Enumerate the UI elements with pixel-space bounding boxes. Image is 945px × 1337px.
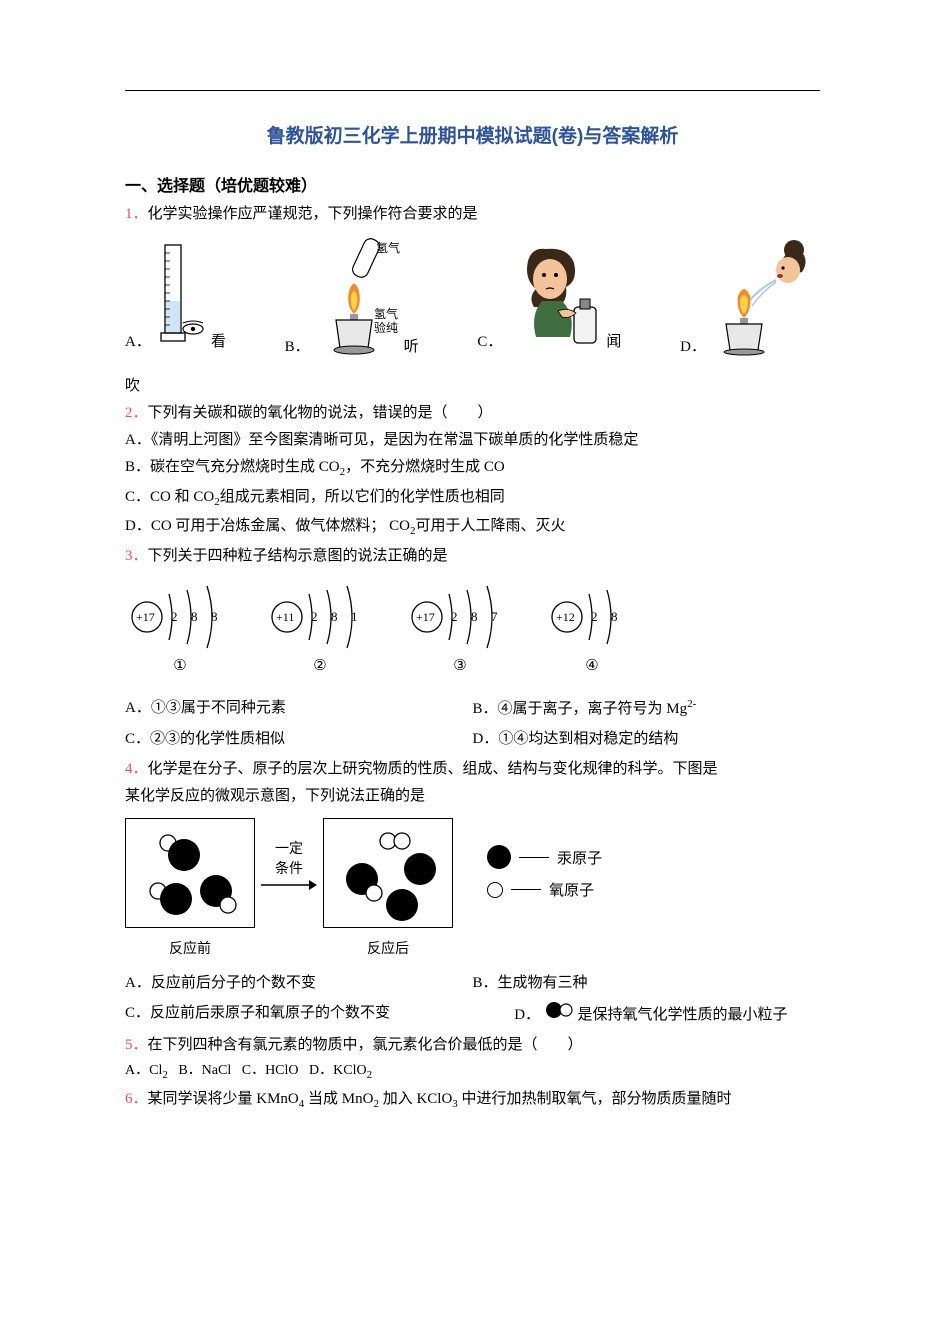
svg-text:2: 2 <box>451 609 458 624</box>
atom-4-icon: +12 28 <box>545 582 639 652</box>
q4-opt-d: D． 是保持氧气化学性质的最小粒子 <box>514 1001 820 1027</box>
q1-opt-a-suffix: 看 <box>211 330 226 351</box>
svg-text:1: 1 <box>351 609 358 624</box>
atom-labels: ① ② ③ ④ <box>125 656 820 675</box>
q1-opt-b-suffix: 听 <box>404 335 419 356</box>
q3-opt-b: B．④属于离子，离子符号为 Mg2- <box>473 696 821 721</box>
reaction-after-box <box>323 818 453 928</box>
q1-opt-c-label: C． <box>477 330 502 351</box>
svg-text:氢气: 氢气 <box>374 306 398 321</box>
reaction-arrow: 一定 条件 <box>259 838 319 897</box>
blow-icon <box>710 236 820 356</box>
question-3: 3．下列关于四种粒子结构示意图的说法正确的是 <box>125 544 820 568</box>
q1-opt-a: A． 看 <box>125 241 226 351</box>
svg-text:7: 7 <box>491 609 498 624</box>
svg-text:2: 2 <box>591 609 598 624</box>
q1-options: A． 看 B． 氢气 氢 <box>125 236 820 356</box>
svg-text:8: 8 <box>611 609 618 624</box>
q1-opt-b-label: B． <box>285 335 310 356</box>
q2-text: 下列有关碳和碳的氧化物的说法，错误的是（ ） <box>148 405 493 421</box>
svg-text:2: 2 <box>311 609 318 624</box>
svg-text:8: 8 <box>191 609 198 624</box>
q1-opt-d: D． <box>680 236 820 356</box>
q5-options: A．Cl2 B．NaCl C．HClO D．KClO2 <box>125 1060 820 1084</box>
question-4-line2: 某化学反应的微观示意图，下列说法正确的是 <box>125 784 820 808</box>
cylinder-icon <box>155 241 207 351</box>
q2-number: 2． <box>125 405 148 421</box>
q4-opt-b: B．生成物有三种 <box>473 971 821 995</box>
reaction-before-box <box>125 818 255 928</box>
q2-opt-d: D．CO 可用于冶炼金属、做气体燃料； CO2可用于人工降雨、灭火 <box>125 514 820 541</box>
q3-opt-a: A．①③属于不同种元素 <box>125 696 473 721</box>
atom-1-icon: +17 288 <box>125 582 235 652</box>
page-title: 鲁教版初三化学上册期中模拟试题(卷)与答案解析 <box>125 121 820 148</box>
question-5: 5．在下列四种含有氯元素的物质中，氯元素化合价最低的是（ ） <box>125 1033 820 1057</box>
question-4-line1: 4．化学是在分子、原子的层次上研究物质的性质、组成、结构与变化规律的科学。下图是 <box>125 757 820 781</box>
q5-text: 在下列四种含有氯元素的物质中，氯元素化合价最低的是（ ） <box>148 1037 583 1053</box>
atom-diagrams: +17 288 +11 281 +17 287 +12 28 <box>125 582 820 652</box>
q4-opt-c: C．反应前后汞原子和氧原子的个数不变 <box>125 1001 514 1027</box>
svg-text:8: 8 <box>211 609 218 624</box>
q4-text1: 化学是在分子、原子的层次上研究物质的性质、组成、结构与变化规律的科学。下图是 <box>148 761 718 777</box>
svg-text:2: 2 <box>171 609 178 624</box>
svg-text:验纯: 验纯 <box>374 320 398 335</box>
question-2: 2．下列有关碳和碳的氧化物的说法，错误的是（ ） <box>125 401 820 425</box>
q1-suffix-after: 吹 <box>125 374 820 398</box>
svg-text:+11: +11 <box>276 610 294 624</box>
q2-opt-a: A．《清明上河图》至今图案清晰可见，是因为在常温下碳单质的化学性质稳定 <box>125 428 820 452</box>
reaction-diagram: 一定 条件 汞原子 氧原子 <box>125 818 820 928</box>
q6-number: 6． <box>125 1091 148 1107</box>
atom-2-icon: +11 281 <box>265 582 375 652</box>
q1-opt-c-suffix: 闻 <box>606 330 621 351</box>
question-1: 1．化学实验操作应严谨规范，下列操作符合要求的是 <box>125 202 820 226</box>
q4-options: A．反应前后分子的个数不变 B．生成物有三种 C．反应前后汞原子和氧原子的个数不… <box>125 968 820 1030</box>
q3-text: 下列关于四种粒子结构示意图的说法正确的是 <box>148 548 448 564</box>
q3-options: A．①③属于不同种元素 B．④属于离子，离子符号为 Mg2- C．②③的化学性质… <box>125 693 820 754</box>
svg-text:8: 8 <box>331 609 338 624</box>
q1-opt-b: B． 氢气 氢气 验纯 听 <box>285 236 419 356</box>
q1-opt-c: C． 闻 <box>477 241 621 351</box>
q2-opt-c: C．CO 和 CO2组成元素相同，所以它们的化学性质也相同 <box>125 485 820 512</box>
svg-text:+17: +17 <box>136 610 155 624</box>
q1-number: 1． <box>125 206 148 222</box>
svg-text:8: 8 <box>471 609 478 624</box>
q1-text: 化学实验操作应严谨规范，下列操作符合要求的是 <box>148 206 478 222</box>
q2-opt-b: B．碳在空气充分燃烧时生成 CO2，不充分燃烧时生成 CO <box>125 455 820 482</box>
q4-number: 4． <box>125 761 148 777</box>
q3-opt-c: C．②③的化学性质相似 <box>125 727 473 751</box>
q3-number: 3． <box>125 548 148 564</box>
oxygen-atom-icon <box>487 882 503 898</box>
q5-number: 5． <box>125 1037 148 1053</box>
svg-text:+12: +12 <box>556 610 575 624</box>
question-6: 6．某同学误将少量 KMnO4 当成 MnO2 加入 KClO3 中进行加热制取… <box>125 1087 820 1114</box>
smell-icon <box>506 241 602 351</box>
q1-opt-a-label: A． <box>125 330 151 351</box>
reaction-labels: 反应前 反应后 <box>125 938 820 958</box>
lamp-tube-icon: 氢气 氢气 验纯 <box>314 236 400 356</box>
reaction-legend: 汞原子 氧原子 <box>487 845 602 900</box>
q4-opt-a: A．反应前后分子的个数不变 <box>125 971 473 995</box>
svg-text:氢气: 氢气 <box>376 240 400 255</box>
section-header: 一、选择题（培优题较难） <box>125 172 820 196</box>
molecule-icon <box>544 1001 574 1019</box>
svg-text:+17: +17 <box>416 610 435 624</box>
top-rule <box>125 90 820 91</box>
q3-opt-d: D．①④均达到相对稳定的结构 <box>473 727 821 751</box>
q1-opt-d-label: D． <box>680 335 706 356</box>
atom-3-icon: +17 287 <box>405 582 515 652</box>
mercury-atom-icon <box>487 845 511 869</box>
